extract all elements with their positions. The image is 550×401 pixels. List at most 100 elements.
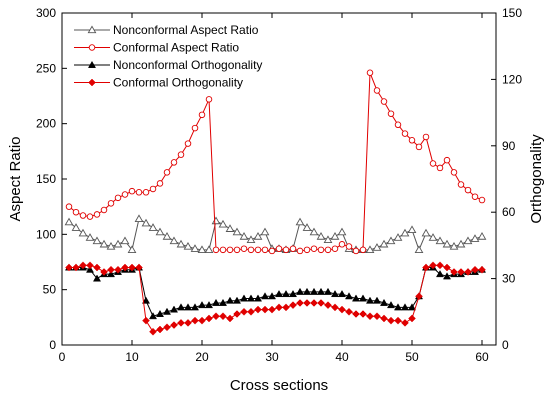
data-point — [163, 169, 171, 176]
data-point — [400, 303, 410, 311]
data-point — [79, 261, 87, 270]
data-point — [100, 206, 108, 214]
data-point — [260, 227, 270, 236]
data-point — [359, 246, 367, 254]
data-point — [478, 196, 486, 204]
data-point — [218, 298, 228, 306]
data-point — [156, 325, 164, 334]
data-point — [442, 239, 452, 248]
data-point — [442, 272, 452, 280]
data-point — [274, 289, 284, 298]
data-point — [309, 227, 319, 236]
data-point — [303, 246, 311, 254]
legend-label: Conformal Aspect Ratio — [113, 41, 239, 55]
data-point — [289, 245, 297, 252]
data-point — [191, 316, 199, 325]
data-point — [337, 227, 347, 236]
data-point — [436, 261, 444, 270]
data-point — [232, 227, 242, 236]
legend-label: Nonconformal Orthogonality — [113, 58, 262, 72]
y-axis-right-label: Orthogonality — [528, 134, 545, 224]
data-point — [92, 274, 102, 282]
legend-marker — [87, 60, 97, 68]
legend: Nonconformal Aspect Ratio Conformal Aspec… — [74, 23, 262, 90]
data-point — [421, 228, 431, 237]
data-point — [65, 203, 73, 210]
data-point — [408, 314, 416, 323]
data-point — [156, 180, 164, 187]
data-point — [373, 312, 381, 321]
data-point — [86, 261, 94, 270]
data-point — [330, 232, 340, 240]
data-point — [310, 299, 318, 307]
legend-item: Conformal Aspect Ratio — [74, 41, 239, 55]
data-point — [240, 245, 248, 252]
data-point — [415, 143, 423, 151]
x-axis-label: Cross sections — [230, 377, 328, 394]
x-tick-label: 30 — [265, 350, 279, 364]
data-point — [331, 303, 339, 312]
data-point — [330, 289, 340, 298]
data-point — [247, 307, 255, 316]
data-point — [324, 246, 332, 254]
data-point — [268, 305, 276, 314]
data-point — [254, 246, 262, 254]
data-point — [352, 310, 360, 318]
data-point — [345, 243, 353, 250]
data-point — [296, 299, 304, 307]
data-point — [149, 185, 157, 193]
data-point — [267, 292, 277, 300]
data-point — [428, 233, 438, 241]
data-point — [302, 287, 312, 295]
data-point — [141, 218, 151, 227]
data-point — [204, 301, 214, 309]
data-point — [190, 303, 200, 311]
x-tick-label: 10 — [125, 350, 139, 364]
data-point — [303, 299, 311, 307]
data-point — [331, 245, 339, 252]
series-layer — [64, 69, 487, 336]
data-point — [380, 314, 388, 323]
data-point — [415, 292, 423, 301]
data-point — [366, 69, 374, 77]
data-point — [211, 216, 221, 225]
data-point — [288, 289, 298, 298]
data-point — [344, 292, 354, 300]
data-point — [372, 243, 382, 251]
data-point — [457, 181, 465, 188]
data-point — [379, 298, 389, 306]
data-point — [379, 239, 389, 248]
data-point — [184, 319, 192, 327]
data-point — [79, 212, 87, 219]
data-point — [450, 169, 458, 176]
data-point — [148, 312, 158, 320]
data-point — [429, 261, 437, 270]
data-point — [464, 186, 472, 194]
legend-marker — [87, 25, 97, 34]
data-point — [184, 140, 192, 147]
data-point — [226, 314, 234, 323]
data-point — [449, 241, 459, 250]
y-right-tick-label: 90 — [502, 139, 516, 153]
data-point — [218, 219, 228, 228]
data-point — [134, 214, 144, 222]
series-3 — [64, 263, 487, 320]
data-point — [78, 228, 88, 237]
data-point — [170, 321, 178, 329]
data-point — [470, 234, 480, 242]
data-point — [400, 228, 410, 237]
data-point — [239, 232, 249, 240]
y-right-tick-label: 60 — [502, 205, 516, 219]
data-point — [246, 235, 256, 244]
data-point — [113, 239, 123, 248]
data-point — [478, 265, 486, 274]
y-left-tick-label: 200 — [36, 117, 56, 131]
data-point — [64, 217, 74, 226]
data-point — [464, 268, 472, 276]
data-point — [226, 246, 234, 254]
data-point — [233, 310, 241, 318]
data-point — [253, 232, 263, 240]
data-point — [211, 298, 221, 306]
data-point — [310, 245, 318, 252]
